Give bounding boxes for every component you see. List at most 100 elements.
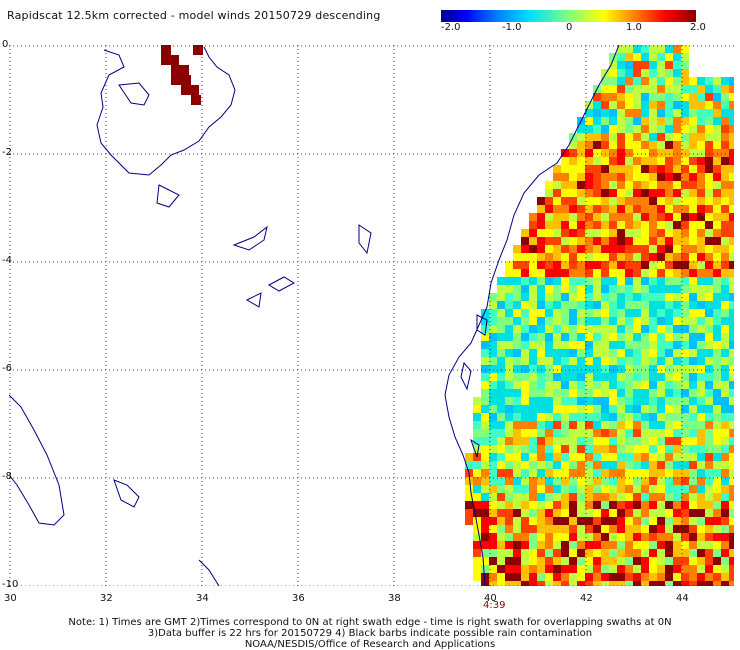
swath-cell bbox=[713, 229, 721, 237]
swath-cell bbox=[553, 453, 561, 461]
swath-cell bbox=[593, 325, 601, 333]
swath-cell bbox=[641, 349, 649, 357]
swath-cell bbox=[609, 221, 617, 229]
swath-cell bbox=[689, 549, 697, 557]
swath-cell bbox=[657, 405, 665, 413]
swath-cell bbox=[681, 197, 689, 205]
swath-cell bbox=[681, 309, 689, 317]
swath-cell bbox=[569, 541, 577, 549]
swath-cell bbox=[513, 317, 521, 325]
swath-cell bbox=[665, 189, 673, 197]
swath-cell bbox=[553, 277, 561, 285]
swath-cell bbox=[545, 373, 553, 381]
swath-cell bbox=[689, 293, 697, 301]
swath-cell bbox=[705, 141, 713, 149]
swath-cell bbox=[609, 285, 617, 293]
swath-cell bbox=[609, 325, 617, 333]
swath-cell bbox=[593, 285, 601, 293]
swath-cell bbox=[593, 333, 601, 341]
swath-cell bbox=[713, 509, 721, 517]
swath-cell bbox=[505, 541, 513, 549]
swath-cell bbox=[681, 181, 689, 189]
swath-cell bbox=[681, 445, 689, 453]
swath-cell bbox=[609, 101, 617, 109]
swath-cell bbox=[529, 293, 537, 301]
swath-cell bbox=[593, 581, 601, 586]
swath-cell bbox=[649, 453, 657, 461]
swath-cell bbox=[673, 397, 681, 405]
swath-cell bbox=[641, 453, 649, 461]
swath-cell bbox=[497, 501, 505, 509]
swath-cell bbox=[721, 221, 729, 229]
swath-cell bbox=[609, 413, 617, 421]
swath-cell bbox=[569, 365, 577, 373]
swath-cell bbox=[585, 237, 593, 245]
swath-cell bbox=[705, 437, 713, 445]
swath-cell bbox=[689, 173, 697, 181]
y-tick-5: -10 bbox=[2, 579, 19, 590]
swath-cell bbox=[545, 533, 553, 541]
swath-cell bbox=[529, 373, 537, 381]
swath-cell bbox=[713, 429, 721, 437]
swath-cell bbox=[729, 109, 734, 117]
swath-cell bbox=[641, 573, 649, 581]
swath-cell bbox=[705, 133, 713, 141]
swath-cell bbox=[657, 453, 665, 461]
swath-cell bbox=[673, 45, 681, 53]
swath-cell bbox=[721, 189, 729, 197]
swath-cell bbox=[609, 565, 617, 573]
swath-cell bbox=[641, 117, 649, 125]
swath-cell bbox=[561, 445, 569, 453]
swath-cell bbox=[633, 437, 641, 445]
swath-cell bbox=[705, 213, 713, 221]
swath-cell bbox=[617, 397, 625, 405]
swath-cell bbox=[585, 581, 593, 586]
swath-cell bbox=[609, 173, 617, 181]
swath-cell bbox=[689, 229, 697, 237]
swath-cell bbox=[665, 77, 673, 85]
swath-cell bbox=[705, 397, 713, 405]
swath-cell bbox=[609, 365, 617, 373]
swath-cell bbox=[697, 469, 705, 477]
x-tick-1: 32 bbox=[100, 593, 113, 604]
swath-cell bbox=[481, 461, 489, 469]
swath-cell bbox=[593, 205, 601, 213]
swath-cell bbox=[633, 117, 641, 125]
swath-cell bbox=[681, 245, 689, 253]
swath-cell bbox=[609, 557, 617, 565]
swath-cell bbox=[593, 237, 601, 245]
swath-cell bbox=[569, 477, 577, 485]
swath-cell bbox=[545, 549, 553, 557]
swath-cell bbox=[689, 453, 697, 461]
swath-cell bbox=[585, 429, 593, 437]
swath-cell bbox=[497, 509, 505, 517]
swath-cell bbox=[681, 45, 689, 53]
swath-cell bbox=[625, 205, 633, 213]
swath-cell bbox=[561, 509, 569, 517]
swath-cell bbox=[665, 173, 673, 181]
swath-cell bbox=[721, 477, 729, 485]
swath-cell bbox=[521, 469, 529, 477]
swath-cell bbox=[721, 549, 729, 557]
swath-cell bbox=[545, 253, 553, 261]
swath-cell bbox=[609, 357, 617, 365]
swath-cell bbox=[721, 357, 729, 365]
swath-cell bbox=[729, 269, 734, 277]
swath-cell bbox=[657, 373, 665, 381]
swath-cell bbox=[521, 453, 529, 461]
swath-cell bbox=[561, 437, 569, 445]
swath-cell bbox=[633, 477, 641, 485]
swath-cell bbox=[617, 421, 625, 429]
swath-cell bbox=[697, 557, 705, 565]
swath-cell bbox=[697, 493, 705, 501]
swath-cell bbox=[649, 405, 657, 413]
swath-cell bbox=[521, 413, 529, 421]
swath-cell bbox=[657, 277, 665, 285]
swath-cell bbox=[681, 253, 689, 261]
swath-cell bbox=[577, 229, 585, 237]
swath-cell bbox=[553, 245, 561, 253]
swath-cell bbox=[665, 301, 673, 309]
swath-cell bbox=[545, 565, 553, 573]
swath-cell bbox=[617, 517, 625, 525]
swath-cell bbox=[585, 381, 593, 389]
